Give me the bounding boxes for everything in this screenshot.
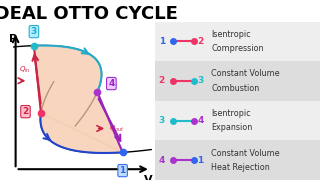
Text: Combustion: Combustion [211, 84, 260, 93]
Text: P: P [9, 34, 17, 44]
Text: Heat Rejection: Heat Rejection [211, 163, 270, 172]
Text: 3: 3 [158, 116, 165, 125]
Text: V: V [144, 175, 152, 180]
Text: 1: 1 [158, 37, 165, 46]
Text: Compression: Compression [211, 44, 264, 53]
Text: 4: 4 [158, 156, 165, 165]
Text: 3: 3 [197, 76, 204, 86]
Text: 2: 2 [22, 107, 28, 116]
Text: $Q_{in}$: $Q_{in}$ [19, 65, 31, 75]
Text: 1: 1 [119, 166, 126, 175]
Text: 4: 4 [197, 116, 204, 125]
Text: Constant Volume: Constant Volume [211, 148, 280, 158]
Text: $Q_{out}$: $Q_{out}$ [108, 123, 124, 134]
Text: 1: 1 [197, 156, 204, 165]
Text: 3: 3 [31, 27, 37, 36]
Text: IDEAL OTTO CYCLE: IDEAL OTTO CYCLE [0, 5, 178, 23]
Text: 2: 2 [158, 76, 165, 86]
Polygon shape [34, 46, 123, 153]
Text: 4: 4 [108, 79, 115, 88]
Text: 2: 2 [197, 37, 204, 46]
Text: Isentropic: Isentropic [211, 109, 251, 118]
Text: Isentropic: Isentropic [211, 30, 251, 39]
Text: Constant Volume: Constant Volume [211, 69, 280, 78]
Text: Expansion: Expansion [211, 123, 252, 132]
